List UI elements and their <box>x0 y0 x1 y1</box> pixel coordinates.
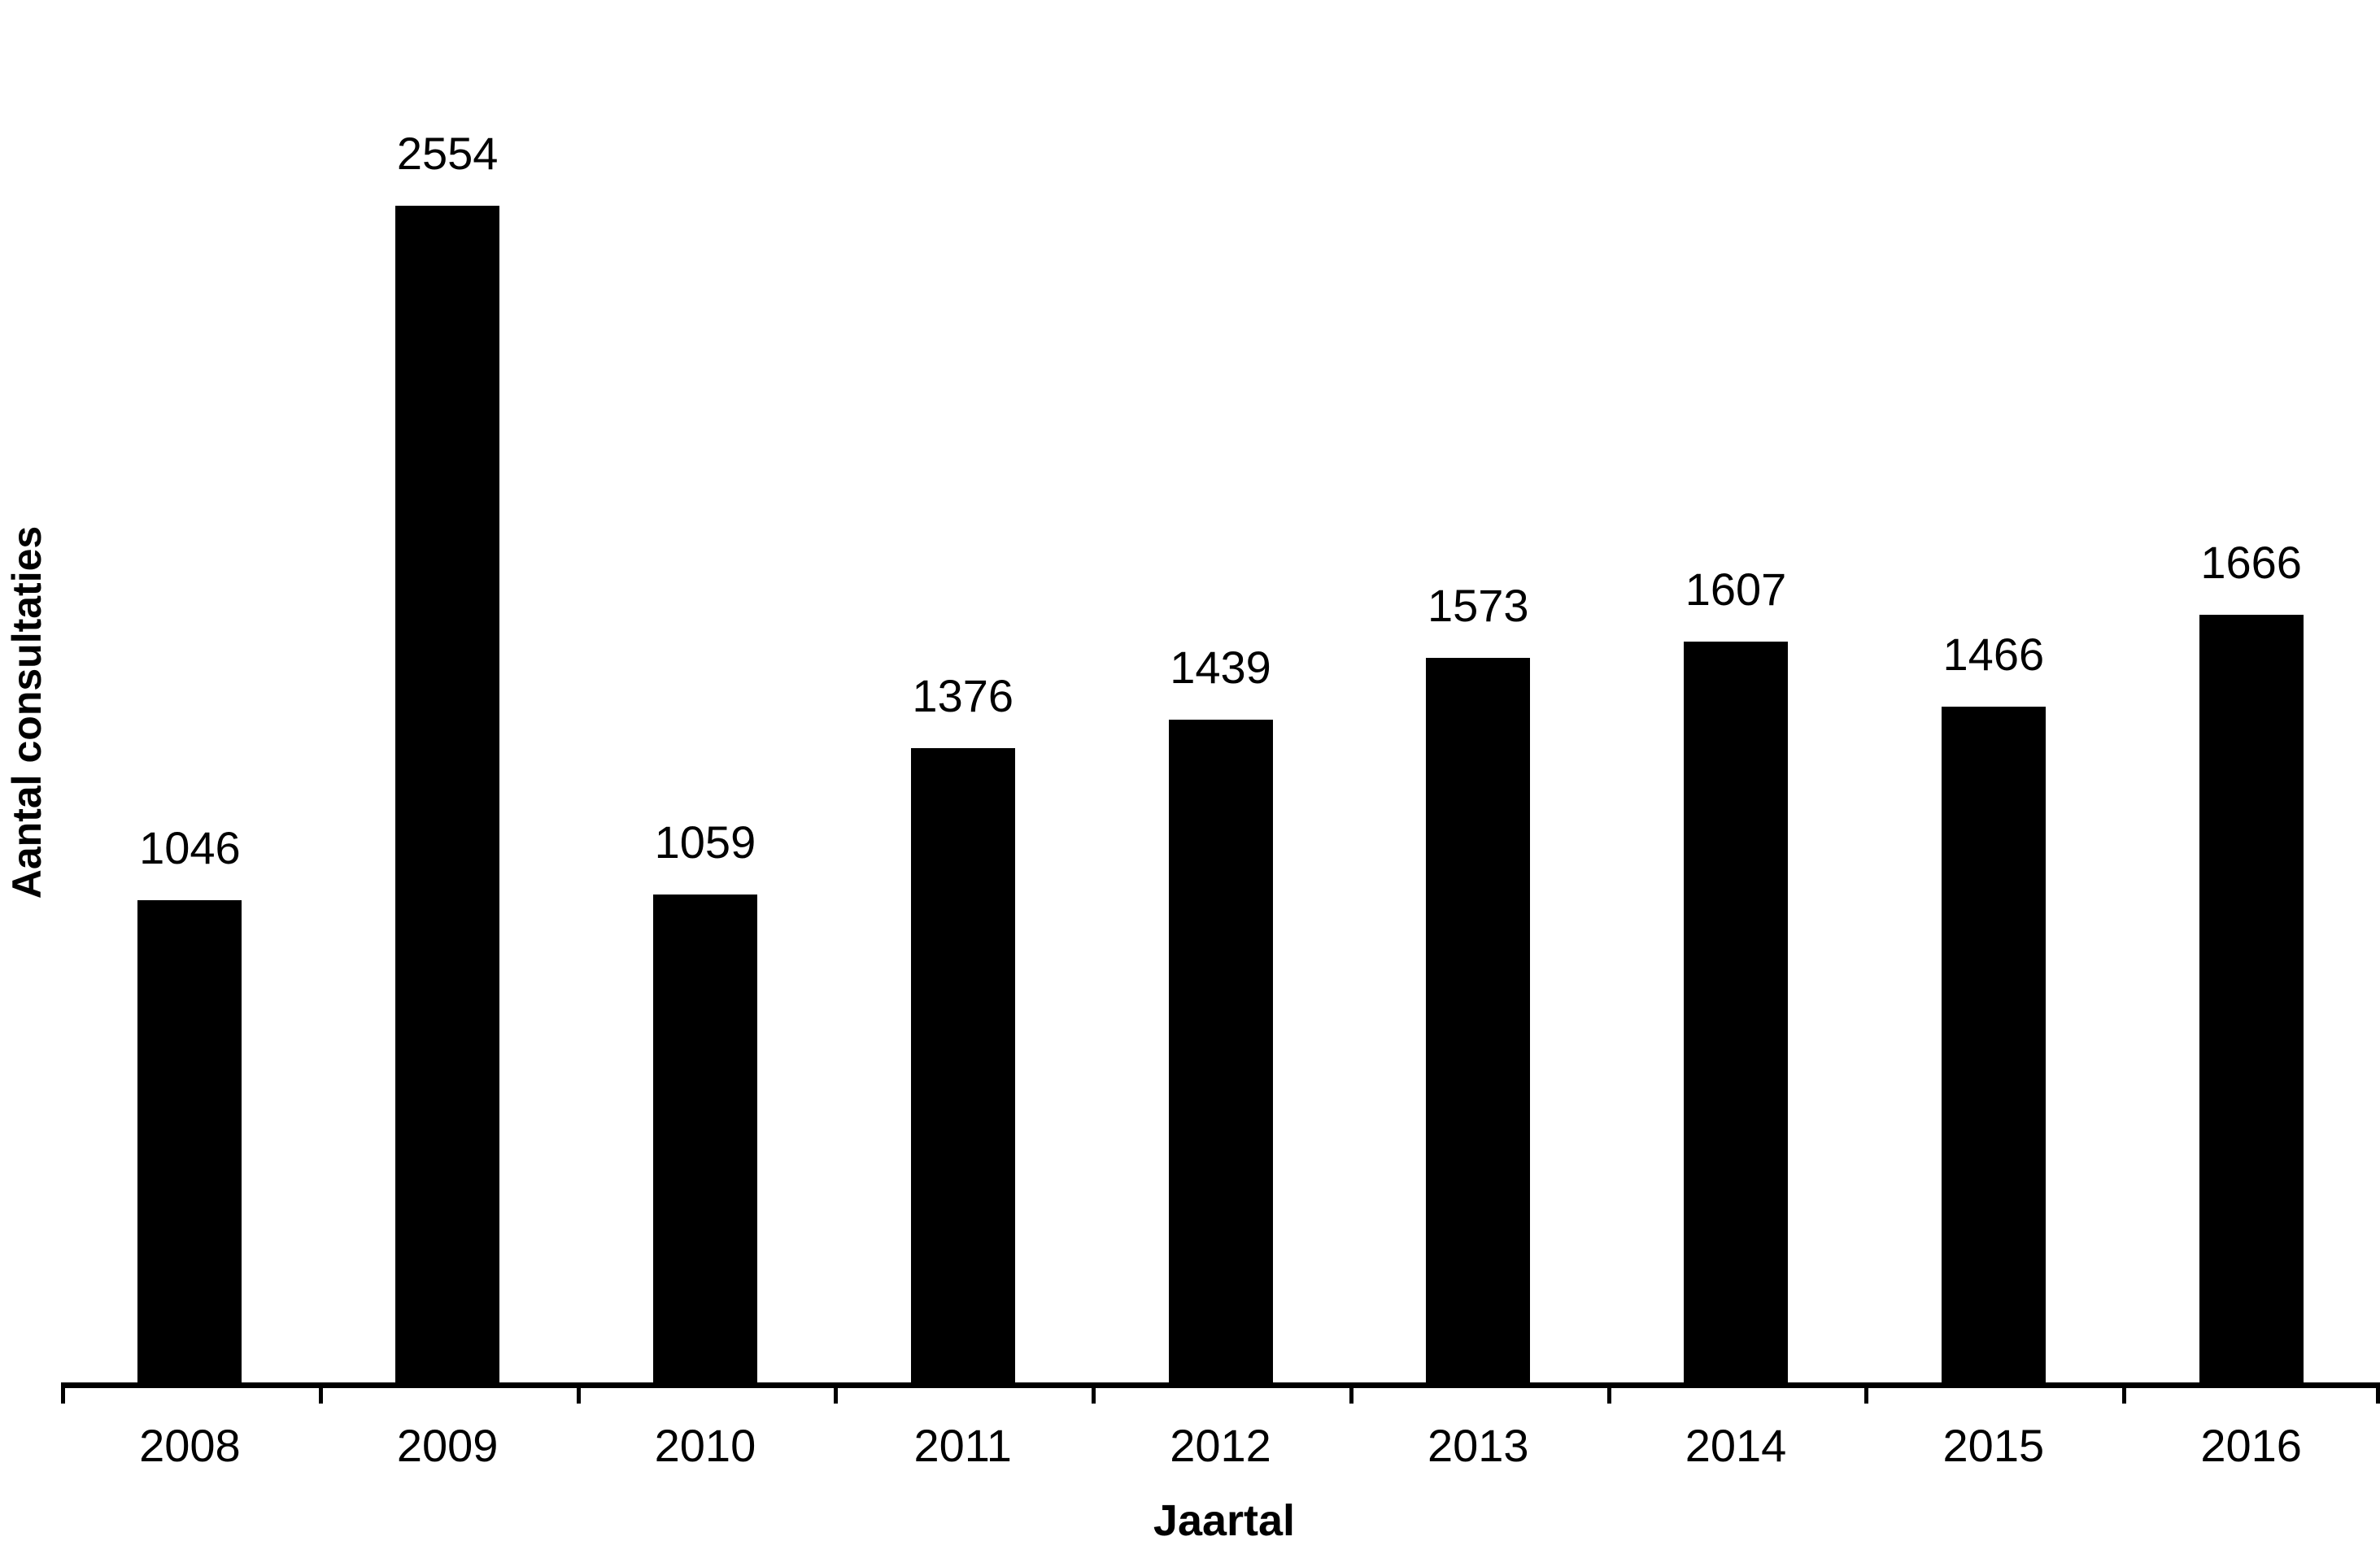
x-tick-label: 2012 <box>1170 1420 1271 1471</box>
x-tick-label: 2011 <box>913 1420 1012 1471</box>
bar-value-label: 1466 <box>1942 629 2045 681</box>
x-tick-label: 2009 <box>396 1420 499 1471</box>
bar-2013 <box>1426 657 1531 1382</box>
bar-value-label: 1059 <box>654 816 756 868</box>
x-tick-label: 2013 <box>1427 1420 1529 1471</box>
x-axis-tick <box>834 1382 839 1404</box>
bar-value-label: 1666 <box>2200 536 2302 588</box>
bar-2014 <box>1684 642 1789 1382</box>
x-axis-tick <box>2122 1382 2127 1404</box>
bar-value-label: 1607 <box>1685 564 1787 616</box>
bar-2009 <box>395 205 500 1382</box>
bar-value-label: 1046 <box>139 822 241 874</box>
x-tick-label: 2008 <box>139 1420 241 1471</box>
x-axis-line <box>61 1382 2380 1388</box>
bar-value-label: 2554 <box>396 127 499 179</box>
x-axis-tick <box>1349 1382 1353 1404</box>
bar-2010 <box>652 894 757 1382</box>
x-axis-tick <box>2376 1382 2380 1404</box>
x-axis-tick <box>1092 1382 1096 1404</box>
x-axis-title: Jaartal <box>1153 1496 1296 1545</box>
bar-value-label: 1376 <box>912 670 1013 722</box>
bar-2016 <box>2199 614 2304 1382</box>
bar-value-label: 1439 <box>1170 641 1271 693</box>
x-axis-tick <box>1606 1382 1611 1404</box>
x-tick-label: 2016 <box>2200 1420 2302 1471</box>
bar-2015 <box>1941 707 2046 1382</box>
bar-2012 <box>1168 719 1273 1382</box>
bar-value-label: 1573 <box>1427 579 1529 631</box>
x-tick-label: 2010 <box>654 1420 756 1471</box>
x-axis-tick <box>576 1382 581 1404</box>
x-axis-tick <box>61 1382 65 1404</box>
bar-2008 <box>137 900 242 1382</box>
x-axis-tick <box>1864 1382 1869 1404</box>
x-tick-label: 2015 <box>1942 1420 2045 1471</box>
x-axis-tick <box>318 1382 323 1404</box>
bar-2011 <box>910 748 1015 1382</box>
x-tick-label: 2014 <box>1685 1420 1787 1471</box>
